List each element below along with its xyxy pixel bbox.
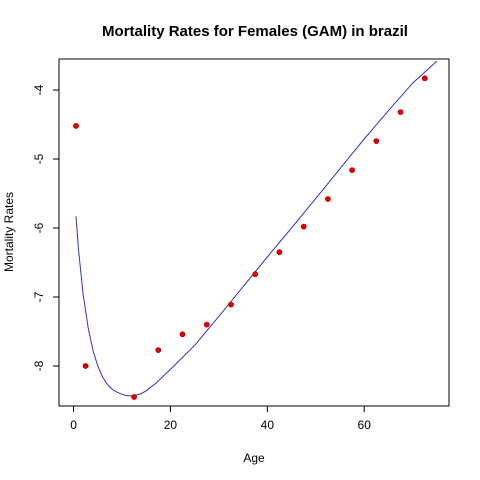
fitted-curve-layer [75, 60, 438, 397]
data-point [228, 301, 234, 308]
data-point [179, 331, 186, 338]
data-point [73, 123, 79, 129]
x-axis: 0 20 40 60 [70, 406, 371, 432]
data-point [300, 223, 307, 230]
x-tick-label: 20 [164, 418, 178, 432]
fitted-curve-line [75, 60, 438, 397]
data-points-layer [73, 75, 428, 400]
y-tick-label: -6 [32, 222, 46, 233]
y-tick-label: -4 [32, 84, 46, 95]
data-point [349, 167, 355, 173]
y-tick-label: -8 [32, 360, 46, 371]
data-point [421, 75, 428, 82]
data-point [397, 109, 404, 115]
plot-frame [58, 58, 450, 407]
data-point [252, 271, 259, 278]
data-point [324, 196, 331, 202]
y-axis: -8 -7 -6 -5 -4 [32, 84, 59, 371]
data-point [82, 363, 89, 369]
x-axis-label: Age [243, 451, 265, 465]
x-tick-label: 60 [358, 418, 372, 432]
data-point [155, 347, 162, 353]
chart-title: Mortality Rates for Females (GAM) in bra… [102, 23, 408, 40]
x-tick-label: 0 [70, 418, 77, 432]
data-point [131, 394, 137, 400]
x-tick-label: 40 [261, 418, 275, 432]
data-point [373, 138, 380, 144]
data-point [203, 321, 210, 328]
y-tick-label: -7 [32, 291, 46, 302]
y-tick-label: -5 [32, 153, 46, 164]
data-point [276, 249, 283, 256]
y-axis-label: Mortality Rates [2, 192, 16, 272]
